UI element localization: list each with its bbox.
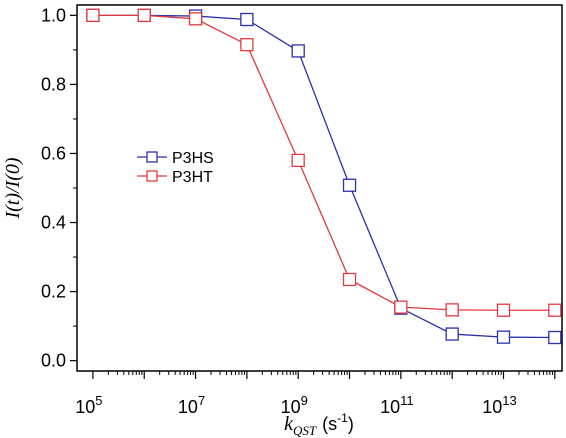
data-point [395, 301, 407, 313]
y-axis: 0.0 0.2 0.4 0.6 0.8 1.0 [41, 5, 77, 370]
x-tick-exp: 7 [198, 393, 205, 408]
data-point [241, 39, 253, 51]
x-tick-exp: 9 [301, 393, 308, 408]
y-tick-label: 0.2 [41, 282, 66, 302]
x-tick-exp: 11 [400, 393, 414, 408]
x-tick-base: 10 [380, 397, 400, 417]
x-axis-title-unit-sup: -1 [337, 411, 348, 425]
x-tick-base: 10 [178, 397, 198, 417]
data-point [549, 304, 561, 316]
legend-item-p3hs: P3HS [137, 150, 214, 167]
x-axis: 105 107 109 1011 1013 [75, 371, 555, 417]
x-tick-label: 107 [178, 393, 205, 417]
data-point [446, 328, 458, 340]
data-point [138, 9, 150, 21]
x-tick-base: 10 [75, 397, 95, 417]
x-tick-exp: 5 [95, 393, 102, 408]
data-point [241, 14, 253, 26]
data-point [292, 154, 304, 166]
x-tick-label: 1011 [380, 393, 414, 417]
y-tick-label: 1.0 [41, 5, 66, 25]
y-tick-label: 0.0 [41, 351, 66, 371]
data-point [497, 331, 509, 343]
x-axis-title-sub: QST [293, 423, 317, 438]
x-tick-exp: 13 [502, 393, 516, 408]
data-point [87, 9, 99, 21]
data-point [344, 179, 356, 191]
legend-marker-p3hs [147, 152, 157, 162]
x-tick-base: 10 [482, 397, 502, 417]
data-point [190, 13, 202, 25]
plot-frame [77, 5, 562, 371]
legend: P3HS P3HT [137, 150, 214, 186]
y-axis-title: I(t)/I(0) [2, 157, 24, 219]
x-tick-label: 1013 [482, 393, 517, 417]
data-point [549, 332, 561, 344]
series-line-p3ht [93, 15, 555, 310]
legend-label-p3hs: P3HS [172, 150, 214, 167]
legend-label-p3ht: P3HT [172, 169, 213, 186]
y-tick-label: 0.6 [41, 143, 66, 163]
data-point [344, 274, 356, 286]
legend-marker-p3ht [147, 171, 157, 181]
y-tick-label: 0.8 [41, 74, 66, 94]
x-axis-title-unit-end: ) [348, 414, 354, 434]
x-axis-title-unit: (s [322, 414, 337, 434]
legend-item-p3ht: P3HT [137, 169, 213, 186]
x-tick-label: 105 [75, 393, 102, 417]
data-point [497, 304, 509, 316]
data-point [292, 45, 304, 57]
series-p3ht [87, 9, 561, 316]
data-point [446, 304, 458, 316]
y-tick-label: 0.4 [41, 213, 66, 233]
